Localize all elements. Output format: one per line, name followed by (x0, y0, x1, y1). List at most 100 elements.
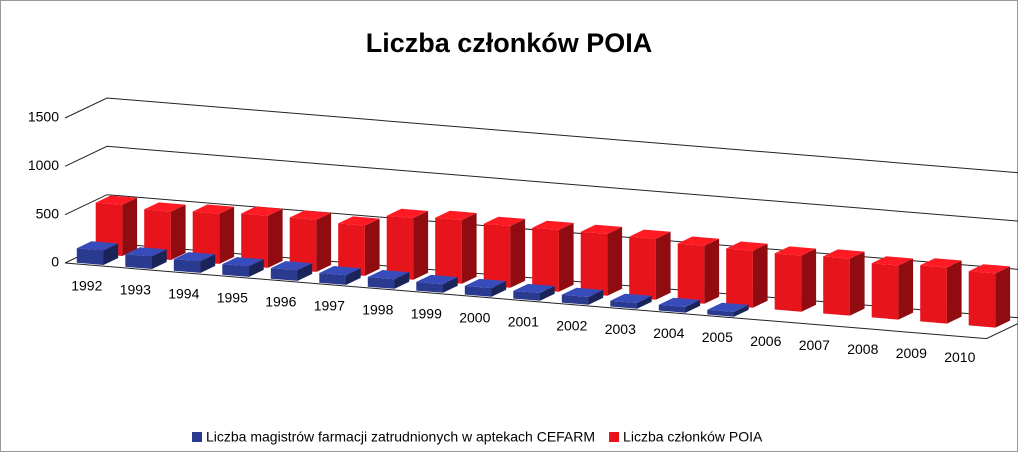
bar-front (920, 265, 947, 324)
bar-top (416, 274, 458, 285)
bar-top (319, 266, 361, 276)
bar-top (677, 236, 720, 246)
bar-top (920, 258, 962, 268)
labels: 0 500 1000 1500 1992 1993 1994 1995 1996 1997 1998… (28, 109, 976, 365)
bar-side (364, 218, 380, 276)
bar-front (707, 309, 734, 317)
bars (76, 195, 1011, 328)
bar-front (338, 223, 365, 276)
bar-side (394, 272, 410, 289)
bar-top (580, 224, 623, 234)
bar-front (270, 268, 298, 281)
bar-top (367, 270, 410, 280)
bar-side (461, 213, 477, 284)
bar-front (222, 264, 249, 277)
bar-front (677, 243, 705, 304)
bar-top (774, 246, 817, 256)
bar-front (580, 231, 608, 296)
bar-top (270, 261, 313, 271)
bar-side (491, 281, 507, 297)
x-tick-label: 2004 (653, 325, 684, 341)
x-tick-label: 1997 (314, 297, 345, 313)
bar-front (464, 285, 492, 297)
bar-top (144, 202, 186, 212)
bar-top (125, 247, 167, 257)
bar-side (849, 251, 865, 316)
bar-front (532, 227, 559, 292)
bar-front (658, 304, 686, 313)
bar-front (319, 273, 346, 285)
bar-side (995, 266, 1011, 328)
bar-top (173, 252, 216, 262)
bar-top (386, 208, 429, 218)
bar-front (483, 223, 511, 288)
bar-side (297, 263, 313, 281)
x-tick-label: 2009 (896, 345, 927, 361)
bar-side (685, 299, 701, 313)
bar-side (558, 222, 574, 292)
legend: Liczba magistrów farmacji zatrudnionych … (192, 429, 763, 445)
bar-front (561, 294, 589, 305)
x-tick-label: 1998 (362, 301, 393, 317)
bar-side (704, 238, 720, 304)
x-tick-label: 2003 (605, 321, 636, 337)
bar-top (658, 297, 701, 307)
x-tick-label: 1994 (168, 285, 199, 301)
x-tick-label: 2008 (847, 341, 878, 357)
bar-top (823, 249, 865, 259)
bar-side (540, 286, 555, 301)
x-tick-label: 1992 (71, 277, 102, 293)
bar-top (289, 210, 332, 220)
y-tick-label: 1000 (28, 157, 59, 173)
grid-line (64, 97, 1018, 174)
x-tick-label: 1993 (120, 281, 151, 297)
bar-front (192, 211, 220, 264)
bar-front (76, 248, 104, 265)
bar-front (610, 300, 637, 309)
bar-side (103, 243, 119, 265)
bar-top (968, 264, 1011, 274)
bar-front (823, 256, 850, 316)
bar-front (871, 263, 899, 320)
x-tick-label: 2007 (799, 337, 830, 353)
bar-top (561, 287, 604, 297)
bar-front (289, 217, 317, 272)
grid-line (64, 145, 1018, 222)
bar-top (726, 241, 768, 251)
bar-side (249, 259, 264, 277)
bar-top (610, 293, 652, 303)
bar-side (122, 197, 138, 256)
x-tick-label: 1999 (411, 305, 442, 321)
bar-front (144, 209, 171, 260)
bar-side (200, 254, 216, 273)
bar-top (871, 256, 914, 266)
bar-front (513, 290, 540, 301)
bar-front (367, 277, 395, 289)
bar-side (413, 211, 429, 280)
bar-top (707, 302, 749, 312)
y-tick-label: 500 (36, 205, 60, 221)
bar-side (734, 304, 749, 317)
bar-side (946, 260, 962, 324)
bar-side (152, 249, 167, 269)
bar-front (726, 248, 753, 308)
legend-label: Liczba członków POIA (623, 429, 763, 445)
bar-front (125, 254, 152, 269)
x-tick-label: 2006 (750, 333, 781, 349)
x-tick-label: 1996 (265, 293, 296, 309)
bar-front (968, 271, 996, 328)
bar-side (443, 277, 458, 293)
bar-side (219, 206, 235, 264)
bar-side (607, 226, 623, 296)
chart-title: Liczba członków POIA (366, 28, 653, 58)
bar-side (510, 218, 526, 288)
bar-top (222, 257, 264, 267)
x-tick-label: 2001 (508, 313, 539, 329)
bar-side (801, 248, 817, 312)
bar-front (416, 281, 443, 293)
bar-side (316, 212, 332, 272)
bar-top (338, 216, 380, 226)
x-tick-label: 2005 (702, 329, 733, 345)
bar-top (95, 195, 138, 205)
